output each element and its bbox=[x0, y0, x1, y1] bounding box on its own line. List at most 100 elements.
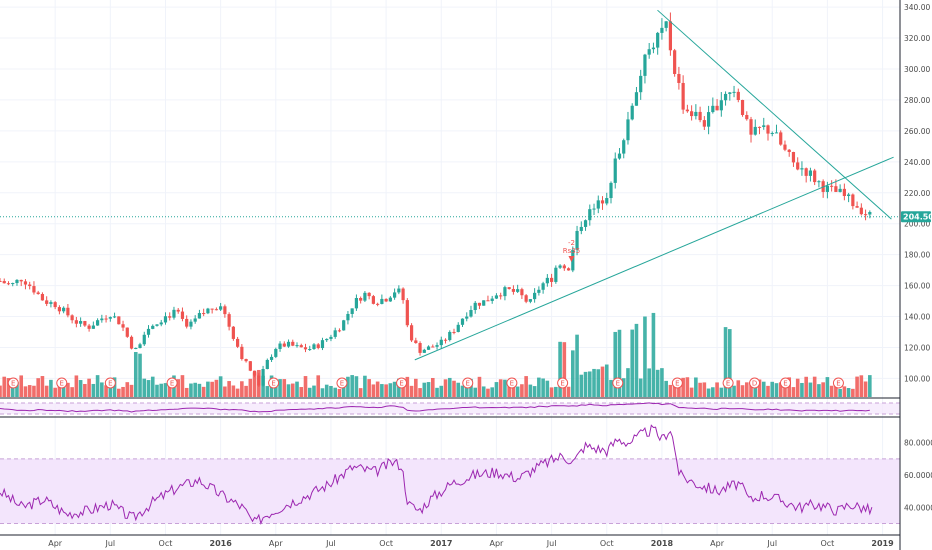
candle-body bbox=[129, 336, 134, 349]
candle-body bbox=[36, 292, 40, 295]
candle-body bbox=[257, 375, 261, 386]
volume-bar bbox=[600, 366, 605, 397]
volume-bar bbox=[273, 386, 278, 397]
candle-body bbox=[168, 316, 172, 318]
volume-bar bbox=[740, 385, 745, 397]
event-markers[interactable]: E E E E E E E E E E E E E E ED bbox=[7, 377, 844, 389]
volume-bar bbox=[324, 384, 329, 397]
volume-bar bbox=[490, 387, 494, 397]
candle-body bbox=[711, 105, 715, 113]
rsi-pane[interactable] bbox=[0, 424, 900, 536]
volume-bar bbox=[189, 383, 193, 397]
volume-bar bbox=[766, 385, 770, 397]
split-marker-label: Rs35 bbox=[563, 247, 580, 255]
volume-bar bbox=[150, 376, 155, 397]
candle-body bbox=[566, 268, 571, 271]
candle-body bbox=[236, 338, 240, 347]
candle-body bbox=[252, 370, 257, 376]
volume-bar bbox=[575, 334, 579, 397]
candle-body bbox=[728, 92, 732, 94]
volume-bar bbox=[112, 377, 117, 397]
candles bbox=[0, 12, 872, 387]
event-badge bbox=[104, 377, 116, 389]
volume-bar bbox=[129, 384, 134, 397]
volume-bar bbox=[660, 368, 664, 397]
candle-body bbox=[545, 277, 549, 284]
trendline bbox=[657, 9, 892, 220]
candle-body bbox=[490, 298, 494, 301]
volume-bar bbox=[104, 385, 108, 397]
candle-body bbox=[320, 340, 325, 349]
candle-body bbox=[223, 306, 227, 315]
volume-bar bbox=[634, 323, 639, 397]
candle-body bbox=[363, 292, 367, 301]
volume-bar bbox=[626, 368, 630, 397]
time-tick-label: Jul bbox=[766, 539, 777, 548]
rsi-axis[interactable]: 40.0000 60.0000 80.0000 bbox=[904, 439, 932, 513]
volume-bar bbox=[155, 384, 159, 397]
volume-bar bbox=[587, 371, 592, 397]
candle-body bbox=[388, 297, 392, 302]
volume-bar bbox=[774, 383, 779, 397]
candle-body bbox=[745, 114, 749, 120]
volume-bar bbox=[791, 387, 796, 397]
event-badge bbox=[56, 377, 68, 389]
candle-body bbox=[609, 182, 613, 199]
volume-bar bbox=[545, 380, 550, 397]
candle-body bbox=[91, 325, 95, 329]
volume-bar bbox=[460, 385, 465, 397]
volume-bar bbox=[621, 378, 626, 397]
volume-bar bbox=[133, 352, 138, 397]
candle-body bbox=[842, 188, 846, 197]
candle-body bbox=[723, 93, 728, 101]
volume-bar bbox=[855, 376, 859, 397]
candle-body bbox=[830, 185, 834, 187]
volume-bar bbox=[303, 376, 308, 397]
time-axis[interactable]: Apr Jul Oct 2016 Apr Jul Oct 2017 Apr Jul Oct 2018 A… bbox=[48, 539, 894, 548]
time-tick-label: Oct bbox=[379, 539, 393, 548]
candle-body bbox=[499, 295, 503, 297]
event-badge-label: E bbox=[675, 380, 679, 388]
time-tick-label: Jul bbox=[104, 539, 115, 548]
candle-body bbox=[66, 307, 70, 316]
event-badge bbox=[336, 377, 348, 389]
candle-body bbox=[779, 132, 783, 145]
candle-body bbox=[23, 281, 28, 285]
split-marker[interactable]: -2 Rs35 bbox=[563, 239, 580, 263]
candle-body bbox=[57, 307, 62, 312]
candle-body bbox=[460, 318, 465, 325]
volume-bar bbox=[757, 379, 762, 397]
volume-bar bbox=[749, 382, 753, 397]
candle-body bbox=[503, 287, 507, 297]
volume-bar bbox=[6, 378, 11, 397]
volume-bar bbox=[223, 386, 227, 397]
candle-body bbox=[354, 298, 359, 309]
split-marker-amount: -2 bbox=[568, 239, 575, 247]
volume-bar bbox=[838, 388, 842, 397]
trendlines[interactable] bbox=[414, 9, 894, 361]
volume-bar bbox=[846, 388, 851, 397]
event-badge bbox=[462, 377, 474, 389]
volume-bar bbox=[341, 384, 346, 397]
candle-body bbox=[176, 309, 180, 312]
candle-body bbox=[240, 346, 244, 360]
candle-body bbox=[100, 318, 104, 321]
volume-bar bbox=[138, 353, 142, 397]
candle-body bbox=[770, 132, 774, 134]
volume-bar bbox=[0, 385, 2, 397]
volume-bar bbox=[180, 375, 185, 397]
price-axis[interactable]: 100.00 120.00 140.00 160.00 180.00 200.00 220.… bbox=[899, 0, 930, 550]
volume-bar bbox=[176, 379, 181, 397]
candle-body bbox=[367, 292, 371, 297]
volume-bar bbox=[2, 376, 7, 397]
event-badge-label: E bbox=[60, 380, 64, 388]
volume-bar bbox=[44, 385, 49, 397]
volume-bar bbox=[346, 376, 350, 397]
volume-bar bbox=[392, 381, 397, 397]
time-tick-label: 2019 bbox=[871, 539, 894, 548]
candle-body bbox=[469, 310, 473, 317]
event-badge-label: E bbox=[560, 380, 564, 388]
volume-bar bbox=[532, 386, 537, 397]
candle-body bbox=[193, 318, 197, 322]
